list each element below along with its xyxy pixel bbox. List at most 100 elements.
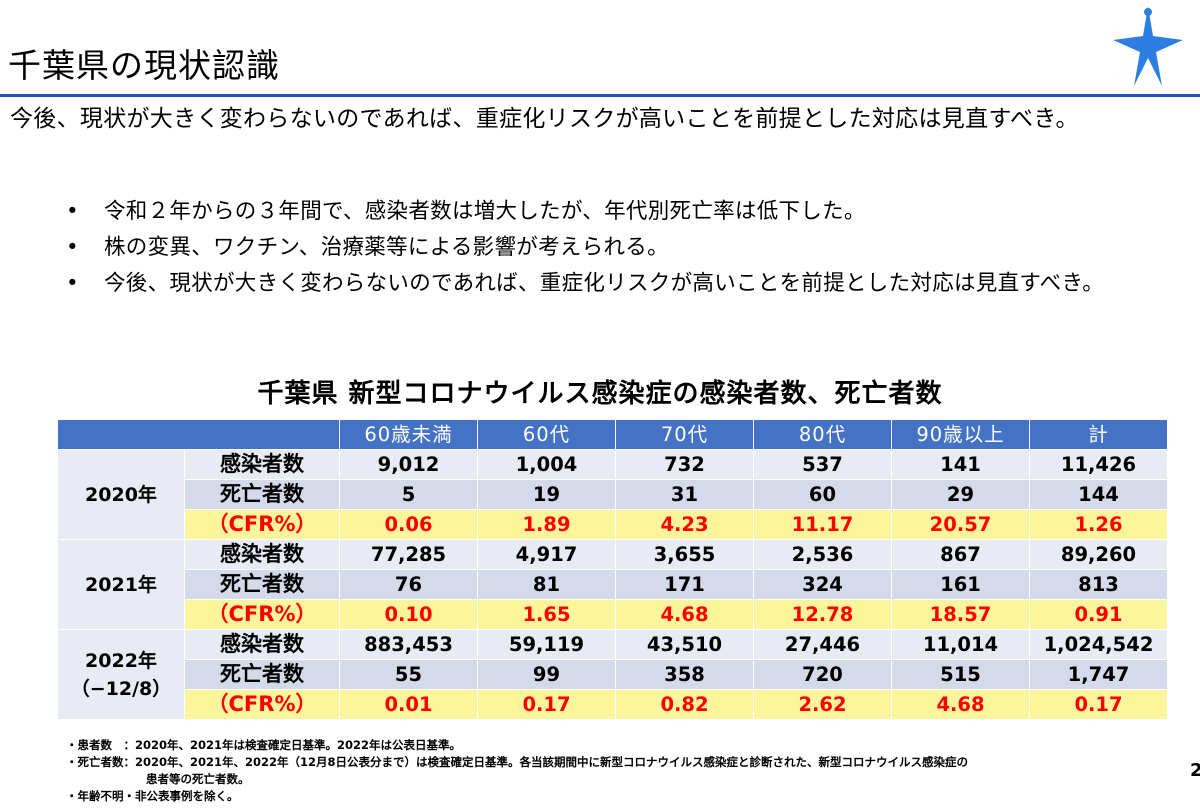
table-cell: 4.23 — [615, 509, 754, 540]
bullet-mark: • — [66, 271, 79, 296]
table-row: （CFR%） 0.01 0.17 0.82 2.62 4.68 0.17 — [58, 689, 1168, 720]
year-cell: 2021年 — [57, 539, 185, 630]
table-cell: 515 — [891, 659, 1030, 690]
table-cell: 11.17 — [753, 509, 892, 540]
bullet-text: 株の変異、ワクチン、治療薬等による影響が考えられる。 — [104, 235, 669, 260]
table-header-row: 60歳未満 60代 70代 80代 90歳以上 計 — [57, 419, 1168, 450]
table-cell: 0.17 — [1029, 689, 1168, 720]
table-cell: 161 — [891, 569, 1030, 600]
table-cell: 1,747 — [1029, 659, 1168, 690]
table-cell: 77,285 — [339, 539, 478, 570]
table-cell: 31 — [615, 479, 754, 510]
table-cell: 0.91 — [1029, 599, 1168, 630]
data-table: 60歳未満 60代 70代 80代 90歳以上 計 2020年 感染者数 9,012… — [57, 419, 1168, 720]
table-cell: 89,260 — [1029, 539, 1168, 570]
page-number: 2 — [1190, 760, 1200, 781]
table-cell: 720 — [753, 659, 892, 690]
metric-label: 感染者数 — [184, 629, 340, 660]
table-cell: 0.10 — [339, 599, 478, 630]
footnotes: ・患者数 ：2020年、2021年は検査確定日基準。2022年は公表日基準。 ・… — [66, 737, 1176, 805]
table-cell: 1.65 — [477, 599, 616, 630]
table-cell: 4.68 — [615, 599, 754, 630]
metric-label: 死亡者数 — [184, 569, 340, 600]
metric-label: 感染者数 — [184, 539, 340, 570]
table-cell: 0.06 — [339, 509, 478, 540]
year-cell: 2022年 （−12/8） — [57, 629, 185, 720]
table-cell: 59,119 — [477, 629, 616, 660]
table-cell: 1.89 — [477, 509, 616, 540]
table-row: 死亡者数 76 81 171 324 161 813 — [58, 569, 1168, 600]
table-row: （CFR%） 0.06 1.89 4.23 11.17 20.57 1.26 — [58, 509, 1168, 540]
table-body: 2020年 感染者数 9,012 1,004 732 537 141 11,426 死亡者数 5 1… — [57, 449, 1168, 720]
metric-label: 感染者数 — [184, 449, 340, 480]
footnote: ・患者数 ：2020年、2021年は検査確定日基準。2022年は公表日基準。 — [66, 738, 462, 752]
table-cell: 20.57 — [891, 509, 1030, 540]
table-cell: 141 — [891, 449, 1030, 480]
table-cell: 12.78 — [753, 599, 892, 630]
table-cell: 144 — [1029, 479, 1168, 510]
year-cell: 2020年 — [57, 449, 185, 540]
year-label: 2022年 — [85, 649, 157, 672]
chiba-prefecture-emblem-icon — [1113, 6, 1183, 86]
table-row: 2022年 （−12/8） 感染者数 883,453 59,119 43,510 27,44… — [57, 629, 1168, 720]
page-subtitle: 今後、現状が大きく変わらないのであれば、重症化リスクが高いことを前提とした対応は… — [10, 106, 1079, 132]
table-cell: 2.62 — [753, 689, 892, 720]
table-cell: 1,024,542 — [1029, 629, 1168, 660]
year-label: 2020年 — [85, 483, 157, 506]
table-cell: 3,655 — [615, 539, 754, 570]
bullet-list: • 令和２年からの３年間で、感染者数は増大したが、年代別死亡率は低下した。 • … — [62, 194, 1172, 302]
footnote: 患者等の死亡者数。 — [146, 772, 250, 786]
bullet-mark: • — [66, 235, 79, 260]
table-cell: 1,004 — [477, 449, 616, 480]
column-header: 計 — [1029, 419, 1168, 450]
table-cell: 81 — [477, 569, 616, 600]
metric-label: 死亡者数 — [184, 659, 340, 690]
table-cell: 0.17 — [477, 689, 616, 720]
table-cell: 11,426 — [1029, 449, 1168, 480]
table-cell: 60 — [753, 479, 892, 510]
table-cell: 29 — [891, 479, 1030, 510]
table-cell: 0.82 — [615, 689, 754, 720]
column-header: 70代 — [615, 419, 754, 450]
table-cell: 99 — [477, 659, 616, 690]
table-cell: 813 — [1029, 569, 1168, 600]
table-cell: 867 — [891, 539, 1030, 570]
table-cell: 76 — [339, 569, 478, 600]
column-header: 90歳以上 — [891, 419, 1030, 450]
year-label: 2021年 — [85, 573, 157, 596]
table-cell: 1.26 — [1029, 509, 1168, 540]
metric-label: （CFR%） — [184, 689, 340, 720]
table-cell: 19 — [477, 479, 616, 510]
table-cell: 537 — [753, 449, 892, 480]
page-title: 千葉県の現状認識 — [8, 46, 280, 85]
table-cell: 2,536 — [753, 539, 892, 570]
table-cell: 9,012 — [339, 449, 478, 480]
bullet-mark: • — [66, 199, 79, 224]
table-cell: 55 — [339, 659, 478, 690]
metric-label: （CFR%） — [184, 599, 340, 630]
column-header: 60歳未満 — [339, 419, 478, 450]
footnote: ・年齢不明・非公表事例を除く。 — [66, 789, 239, 803]
table-row: 死亡者数 55 99 358 720 515 1,747 — [58, 659, 1168, 690]
table-cell: 18.57 — [891, 599, 1030, 630]
table-cell: 324 — [753, 569, 892, 600]
table-row: 2021年 感染者数 77,285 4,917 3,655 2,536 867 89,260 — [57, 539, 1168, 630]
bullet-item: • 令和２年からの３年間で、感染者数は増大したが、年代別死亡率は低下した。 — [62, 194, 1172, 230]
metric-label: （CFR%） — [184, 509, 340, 540]
bullet-text: 今後、現状が大きく変わらないのであれば、重症化リスクが高いことを前提とした対応は… — [104, 271, 1105, 296]
table-cell: 4,917 — [477, 539, 616, 570]
column-header: 60代 — [477, 419, 616, 450]
footnote: ・死亡者数：2020年、2021年、2022年（12月8日公表分まで）は検査確定… — [66, 755, 969, 769]
bullet-item: • 株の変異、ワクチン、治療薬等による影響が考えられる。 — [62, 230, 1172, 266]
table-cell: 11,014 — [891, 629, 1030, 660]
table-cell: 732 — [615, 449, 754, 480]
table-cell: 4.68 — [891, 689, 1030, 720]
table-cell: 43,510 — [615, 629, 754, 660]
column-header: 80代 — [753, 419, 892, 450]
table-row: 死亡者数 5 19 31 60 29 144 — [58, 479, 1168, 510]
table-row: 2020年 感染者数 9,012 1,004 732 537 141 11,426 — [57, 449, 1168, 540]
table-title: 千葉県 新型コロナウイルス感染症の感染者数、死亡者数 — [257, 379, 943, 409]
metric-label: 死亡者数 — [184, 479, 340, 510]
table-cell: 883,453 — [339, 629, 478, 660]
header-corner — [57, 419, 340, 450]
